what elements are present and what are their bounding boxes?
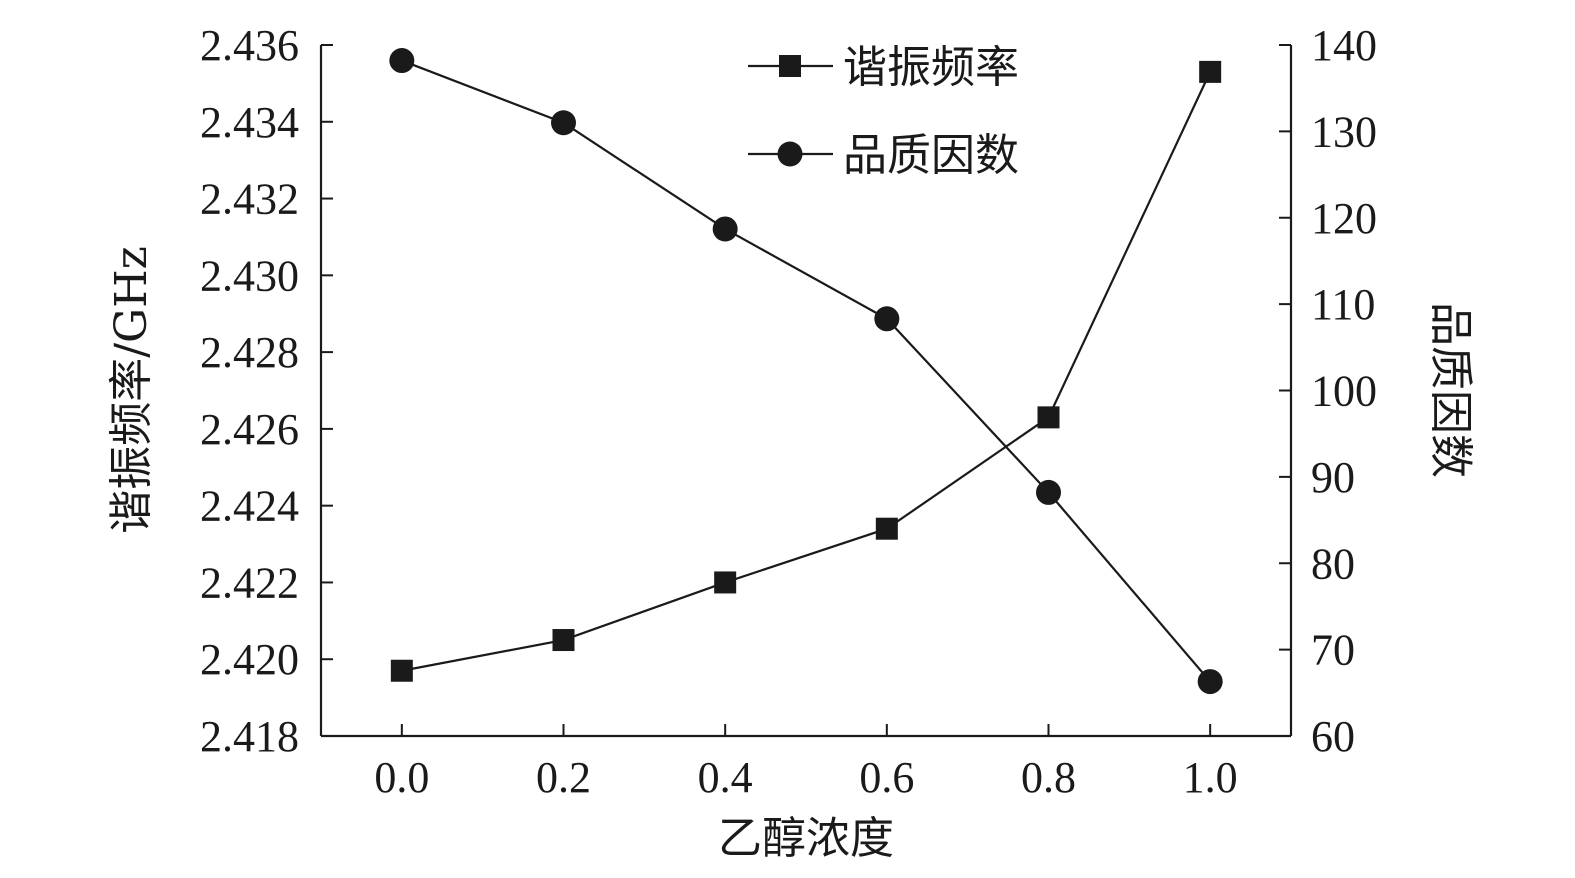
right-tick-label: 90 [1311, 453, 1355, 502]
data-point-circle [551, 110, 576, 136]
legend-label: 谐振频率 [843, 42, 1019, 93]
legend-item: 谐振频率 [748, 42, 1019, 93]
series-line [401, 59, 1212, 683]
x-tick-label: 1.0 [1183, 753, 1238, 802]
x-tick-label: 0.2 [536, 753, 591, 802]
right-tick-label: 120 [1311, 194, 1377, 243]
left-tick-label: 2.432 [200, 175, 299, 224]
data-point-square [552, 629, 575, 652]
right-tick-label: 60 [1311, 712, 1355, 761]
left-tick-label: 2.424 [200, 482, 299, 531]
data-point-square [714, 571, 737, 594]
data-point-circle [874, 306, 900, 332]
x-axis-title: 乙醇浓度 [718, 813, 894, 864]
data-point-circle [389, 48, 415, 74]
right-axis-title: 品质因数 [1425, 302, 1476, 478]
data-point-circle [1197, 669, 1223, 695]
x-tick-label: 0.6 [859, 753, 914, 802]
left-tick-label: 2.418 [200, 712, 299, 761]
legend-item: 品质因数 [748, 130, 1019, 181]
left-axis-title: 谐振频率/GHz [106, 246, 157, 534]
data-point-square [875, 517, 898, 540]
data-point-square [1199, 60, 1222, 83]
legend-marker-square [779, 55, 801, 77]
left-tick-label: 2.422 [200, 558, 299, 607]
data-point-square [1037, 406, 1060, 429]
right-tick-label: 110 [1311, 280, 1375, 329]
left-tick-label: 2.436 [200, 21, 299, 70]
left-tick-label: 2.426 [200, 405, 299, 454]
data-point-square [390, 659, 413, 682]
x-tick-label: 0.4 [698, 753, 753, 802]
left-tick-label: 2.420 [200, 635, 299, 684]
series-quality-factor [389, 48, 1223, 695]
legend-marker-circle [777, 141, 803, 167]
right-tick-label: 70 [1311, 626, 1355, 675]
left-tick-label: 2.430 [200, 251, 299, 300]
right-tick-label: 80 [1311, 539, 1355, 588]
axes-layer: 0.0 0.2 0.4 0.6 0.8 1.0 2.418 2.420 2.422 2.424 2.… [200, 21, 1377, 802]
series-line [401, 71, 1212, 672]
legend-label: 品质因数 [843, 130, 1019, 181]
data-point-circle [712, 216, 738, 242]
left-tick-label: 2.428 [200, 328, 299, 377]
series-layer [389, 48, 1223, 695]
left-tick-label: 2.434 [200, 98, 299, 147]
x-tick-label: 0.8 [1021, 753, 1076, 802]
right-tick-label: 140 [1311, 21, 1377, 70]
data-point-circle [1036, 479, 1061, 505]
x-tick-label: 0.0 [374, 753, 429, 802]
right-tick-label: 130 [1311, 107, 1377, 156]
series-resonant-frequency [390, 60, 1222, 682]
right-tick-label: 100 [1311, 367, 1377, 416]
